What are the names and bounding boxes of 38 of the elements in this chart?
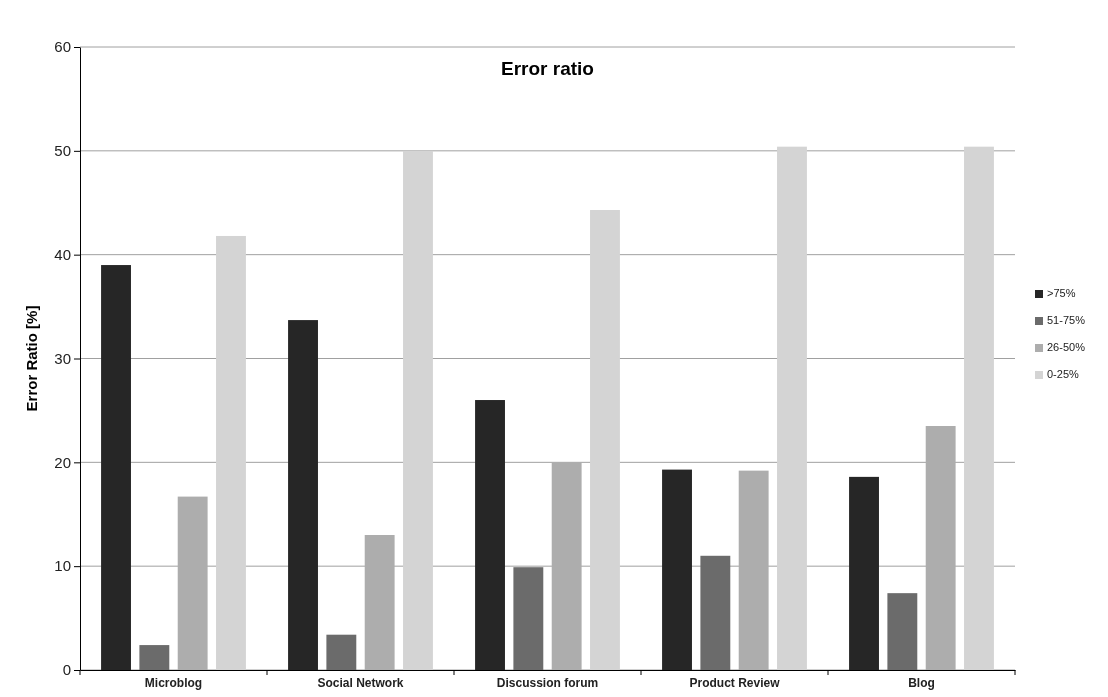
y-tick-label: 60 <box>54 38 71 56</box>
bar <box>288 320 318 670</box>
x-tick-label: Social Network <box>317 675 404 690</box>
bar <box>887 593 918 670</box>
bar <box>403 150 433 670</box>
bar <box>700 555 731 670</box>
y-tick-label: 10 <box>54 557 71 575</box>
text: Error ratio <box>501 58 594 79</box>
y-axis-title: Error Ratio [%] <box>23 305 40 412</box>
bar <box>101 265 131 670</box>
legend-label: >75% <box>1047 287 1076 299</box>
legend-label: 51-75% <box>1047 314 1086 326</box>
bar <box>364 535 395 670</box>
bar <box>177 496 208 670</box>
y-tick-label: 30 <box>54 349 71 367</box>
bar <box>475 400 505 670</box>
legend-label: 0-25% <box>1047 368 1080 380</box>
bar <box>925 425 956 670</box>
bar <box>216 235 246 670</box>
x-tick-label: Discussion forum <box>496 675 599 690</box>
y-tick-label: 20 <box>54 453 71 471</box>
bar <box>964 146 994 670</box>
y-tick-label: 40 <box>54 245 71 263</box>
bar <box>139 645 170 670</box>
bar <box>777 146 807 670</box>
bar <box>738 470 769 670</box>
bar <box>590 210 620 670</box>
bar <box>326 634 357 670</box>
bar <box>662 469 692 670</box>
y-tick-label: 0 <box>62 661 71 679</box>
x-tick-label: Blog <box>908 675 935 690</box>
y-tick-label: 50 <box>54 142 71 160</box>
bar <box>849 476 879 670</box>
bar <box>513 567 544 670</box>
bar <box>551 462 582 670</box>
legend-label: 26-50% <box>1047 341 1086 353</box>
x-tick-label: Product Review <box>689 675 781 690</box>
x-tick-label: Microblog <box>144 675 203 690</box>
